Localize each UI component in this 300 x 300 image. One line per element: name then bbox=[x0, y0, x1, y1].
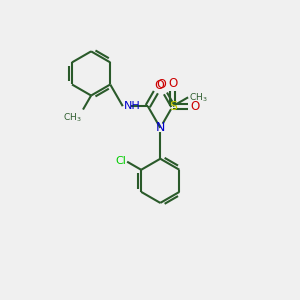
Text: CH$_3$: CH$_3$ bbox=[189, 91, 208, 104]
Text: O: O bbox=[168, 77, 177, 90]
Text: S: S bbox=[169, 100, 177, 113]
Text: Cl: Cl bbox=[115, 156, 126, 166]
Text: O: O bbox=[157, 78, 166, 91]
Text: NH: NH bbox=[124, 101, 140, 111]
Text: O: O bbox=[190, 100, 199, 113]
Text: O: O bbox=[154, 79, 164, 92]
Text: CH$_3$: CH$_3$ bbox=[63, 111, 82, 124]
Text: N: N bbox=[156, 121, 165, 134]
